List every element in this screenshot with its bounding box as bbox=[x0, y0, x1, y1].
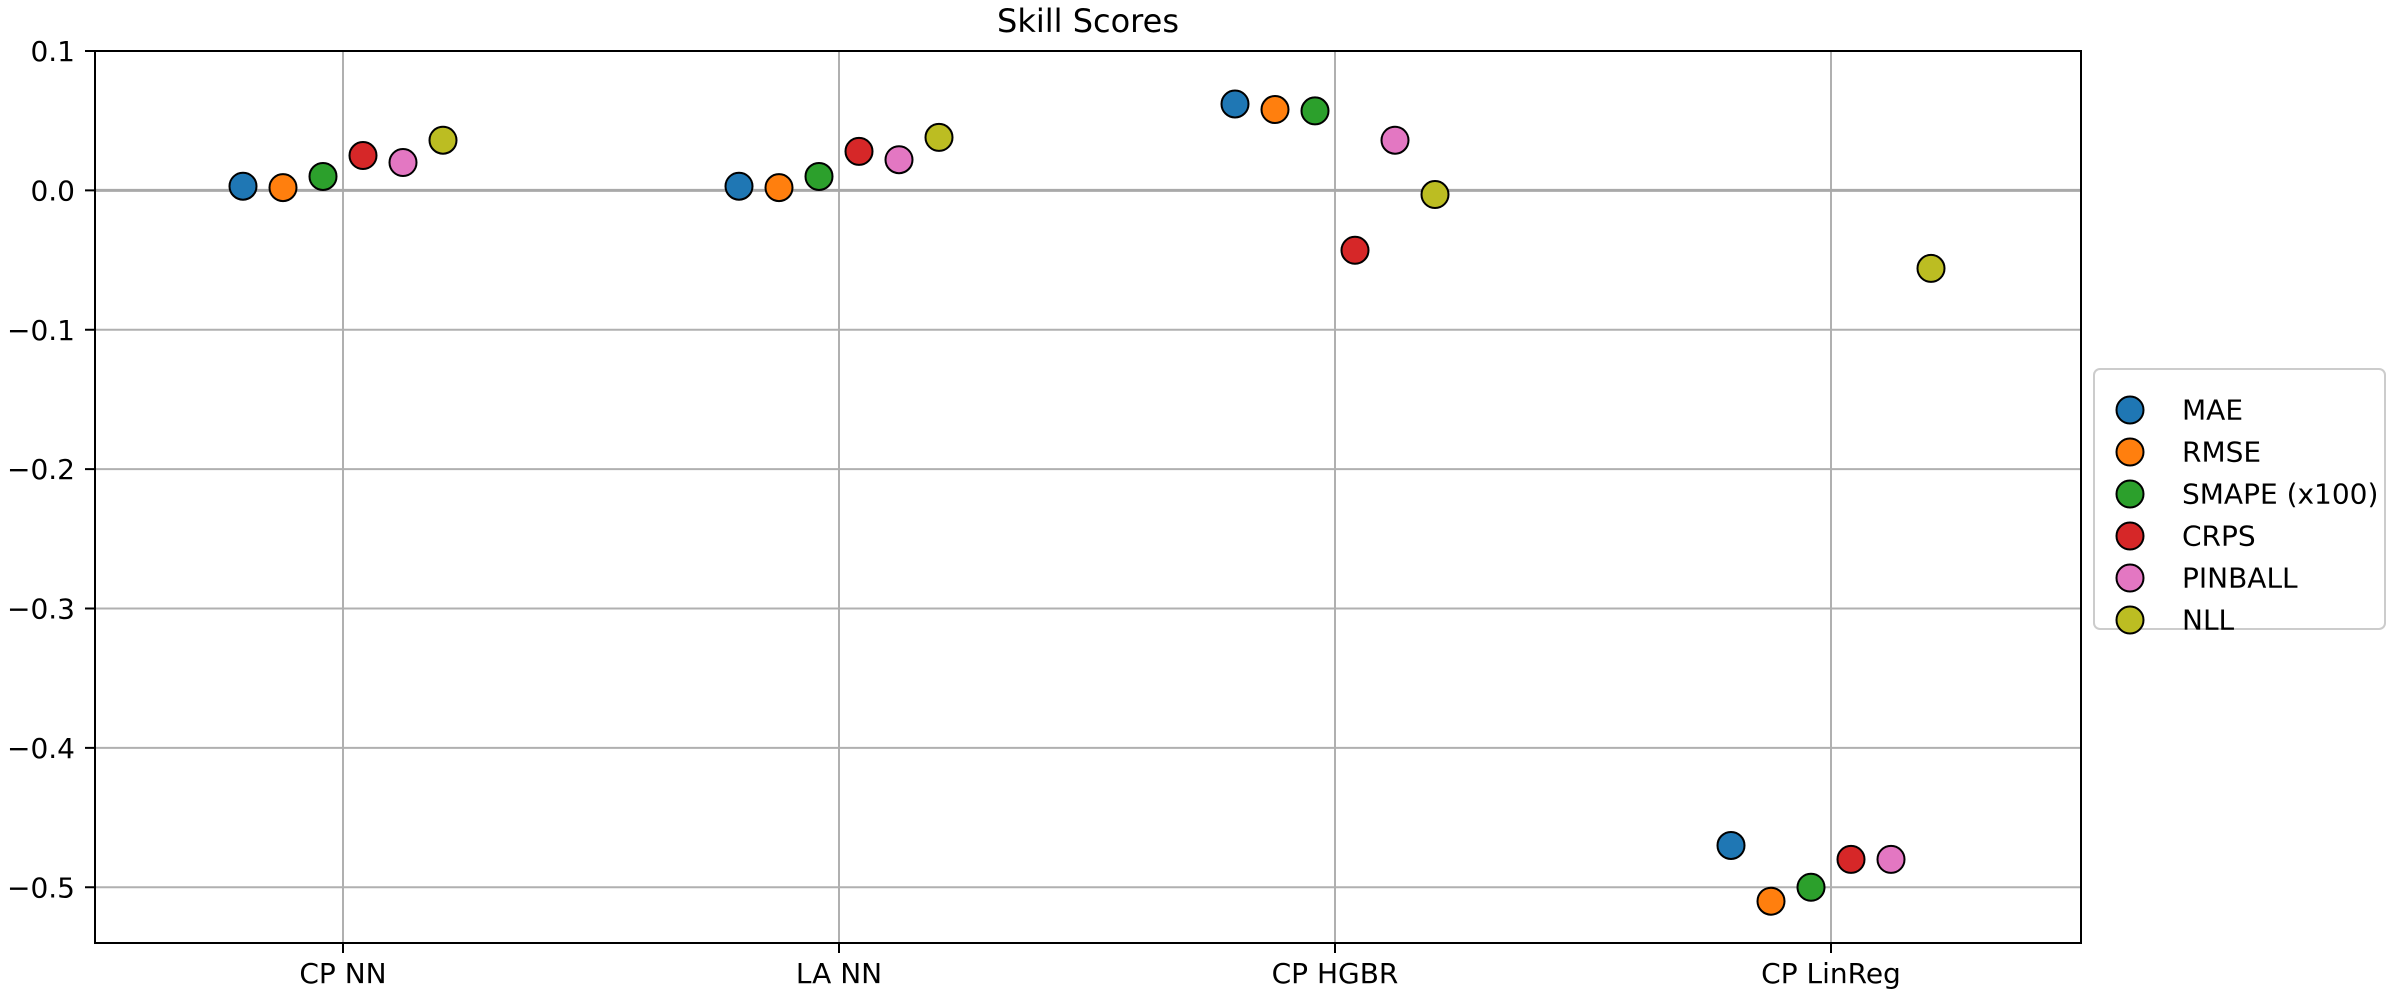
y-tick-label: −0.4 bbox=[7, 732, 75, 765]
y-tick-label: −0.3 bbox=[7, 593, 75, 626]
legend-label: NLL bbox=[2182, 604, 2235, 637]
chart-title: Skill Scores bbox=[997, 2, 1179, 40]
legend-label: MAE bbox=[2182, 394, 2243, 427]
data-point-smape-x100 bbox=[804, 161, 834, 191]
x-axis-ticks: CP NN LA NN CP HGBR CP LinReg bbox=[299, 943, 1901, 990]
data-points bbox=[228, 89, 1946, 916]
legend-marker bbox=[2115, 395, 2145, 425]
data-point-mae bbox=[1220, 89, 1250, 119]
data-point-rmse bbox=[268, 173, 298, 203]
data-point-rmse bbox=[1756, 886, 1786, 916]
grid-lines bbox=[95, 50, 2081, 943]
data-point-crps bbox=[1340, 235, 1370, 265]
x-tick-label: CP NN bbox=[299, 957, 386, 990]
legend-label: RMSE bbox=[2182, 436, 2261, 469]
y-tick-label: −0.1 bbox=[7, 314, 75, 347]
data-point-nll bbox=[1420, 180, 1450, 210]
x-tick-label: LA NN bbox=[796, 957, 882, 990]
legend: MAE RMSE SMAPE (x100) CRPS PINBALL NLL bbox=[2093, 368, 2386, 637]
legend-box bbox=[2093, 368, 2386, 630]
data-point-pinball bbox=[1876, 844, 1906, 874]
data-point-smape-x100 bbox=[1796, 872, 1826, 902]
legend-marker bbox=[2115, 563, 2145, 593]
legend-label: CRPS bbox=[2182, 520, 2256, 553]
data-point-smape-x100 bbox=[308, 161, 338, 191]
data-point-nll bbox=[428, 125, 458, 155]
data-point-pinball bbox=[1380, 125, 1410, 155]
data-point-mae bbox=[724, 171, 754, 201]
legend-marker bbox=[2115, 521, 2145, 551]
y-tick-label: −0.5 bbox=[7, 871, 75, 904]
data-point-mae bbox=[228, 171, 258, 201]
data-point-crps bbox=[348, 141, 378, 171]
data-point-pinball bbox=[388, 148, 418, 177]
legend-label: SMAPE (x100) bbox=[2182, 478, 2378, 511]
data-point-pinball bbox=[884, 145, 914, 175]
data-point-crps bbox=[1836, 844, 1866, 874]
x-tick-label: CP LinReg bbox=[1761, 957, 1901, 990]
data-point-crps bbox=[844, 136, 874, 166]
y-tick-label: −0.2 bbox=[7, 453, 75, 486]
legend-marker bbox=[2115, 437, 2145, 467]
data-point-mae bbox=[1716, 830, 1746, 860]
y-axis-ticks: 0.1 0.0 −0.1 −0.2 −0.3 −0.4 −0.5 bbox=[7, 35, 95, 904]
x-tick-label: CP HGBR bbox=[1272, 957, 1399, 990]
legend-marker bbox=[2115, 605, 2145, 635]
data-point-smape-x100 bbox=[1300, 96, 1330, 126]
data-point-nll bbox=[1916, 253, 1946, 283]
data-point-rmse bbox=[764, 173, 794, 203]
data-point-nll bbox=[924, 122, 954, 152]
data-point-rmse bbox=[1260, 95, 1290, 125]
y-tick-label: 0.1 bbox=[30, 35, 75, 68]
legend-label: PINBALL bbox=[2182, 562, 2298, 595]
legend-marker bbox=[2115, 479, 2145, 509]
plot-area-frame bbox=[94, 50, 2082, 944]
y-tick-label: 0.0 bbox=[30, 174, 75, 207]
